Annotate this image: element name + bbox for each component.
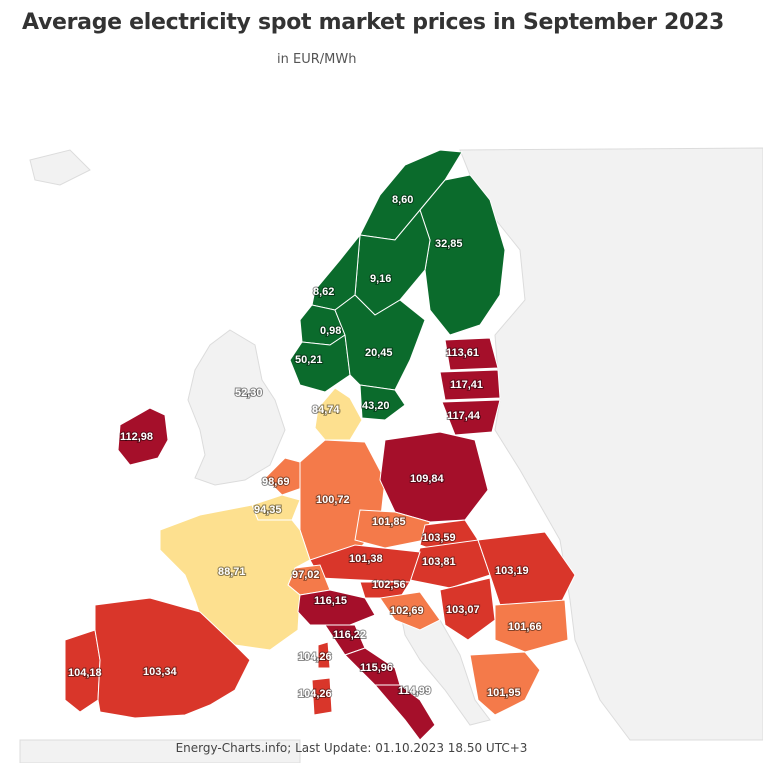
label-italy-centre-south: 115,96 (360, 662, 393, 674)
region-italy-centre-south (344, 647, 401, 686)
label-hungary: 103,81 (422, 556, 456, 568)
chart-footer: Energy-Charts.info; Last Update: 01.10.2… (175, 741, 528, 755)
label-sardinia: 104,26 (298, 688, 332, 700)
label-italy-south: 114,99 (398, 685, 431, 697)
region-sweden-southern-tip (359, 384, 406, 421)
region-croatia (379, 591, 441, 631)
label-belgium: 94,35 (254, 504, 282, 516)
label-italy-north: 116,15 (314, 595, 347, 607)
label-latvia: 117,41 (450, 379, 483, 391)
region-labels: 8,60 32,85 9,16 8,62 0,98 50,21 20,45 43… (67, 193, 543, 701)
label-greece: 101,95 (487, 687, 521, 699)
label-sweden-north: 9,16 (370, 273, 391, 285)
label-switzerland: 97,02 (292, 569, 320, 581)
label-slovakia: 103,59 (422, 532, 456, 544)
label-romania: 103,19 (495, 565, 529, 577)
label-france: 88,71 (218, 566, 246, 578)
label-estonia: 113,61 (446, 347, 479, 359)
label-norway-north: 8,60 (392, 194, 413, 206)
central-regions (251, 431, 576, 653)
label-portugal: 104,18 (68, 667, 102, 679)
region-serbia (439, 577, 496, 641)
label-denmark: 84,74 (312, 404, 340, 416)
label-ireland: 112,98 (120, 431, 153, 443)
region-corsica (317, 641, 331, 669)
region-denmark (314, 387, 363, 441)
label-norway-west: 0,98 (320, 325, 341, 337)
region-bulgaria (494, 599, 569, 653)
region-estonia (444, 337, 499, 371)
baltic-regions (439, 337, 501, 436)
region-sardinia (311, 677, 333, 716)
label-italy-centre-north: 116,22 (333, 629, 366, 641)
nordic-regions (289, 149, 506, 421)
label-great-britain: 52,30 (235, 387, 263, 399)
label-austria: 101,38 (349, 553, 383, 565)
region-france (159, 504, 311, 651)
iceland-land (29, 149, 91, 186)
label-norway-middle: 8,62 (313, 286, 334, 298)
label-germany: 100,72 (316, 494, 350, 506)
iberia-regions (64, 597, 251, 719)
balkans-land (399, 609, 491, 726)
label-sweden-south: 20,45 (365, 347, 393, 359)
north-africa-land (19, 739, 301, 763)
label-finland: 32,85 (435, 238, 463, 250)
region-ireland (117, 407, 169, 466)
region-lithuania (441, 399, 501, 436)
great-britain-land (187, 329, 286, 486)
label-sweden-southern-tip: 43,20 (362, 400, 390, 412)
label-bulgaria: 101,66 (508, 621, 542, 633)
region-spain (94, 597, 251, 719)
label-lithuania: 117,44 (447, 410, 481, 422)
label-czechia: 101,85 (372, 516, 406, 528)
region-italy-north (297, 589, 376, 626)
label-norway-south: 50,21 (295, 354, 323, 366)
chart-subtitle: in EUR/MWh (277, 52, 357, 67)
label-serbia: 103,07 (446, 604, 480, 616)
italy-regions (297, 589, 436, 741)
region-latvia (439, 369, 501, 401)
region-greece (469, 651, 541, 716)
no-data-land (19, 147, 763, 763)
russia-land (459, 147, 763, 741)
label-slovenia: 102,56 (372, 579, 406, 591)
label-poland: 109,84 (410, 473, 445, 485)
label-croatia: 102,69 (390, 605, 424, 617)
chart-title: Average electricity spot market prices i… (22, 10, 725, 35)
label-spain: 103,34 (143, 666, 178, 678)
label-netherlands: 98,69 (262, 476, 290, 488)
region-italy-south (373, 684, 436, 741)
label-corsica: 104,26 (298, 651, 332, 663)
